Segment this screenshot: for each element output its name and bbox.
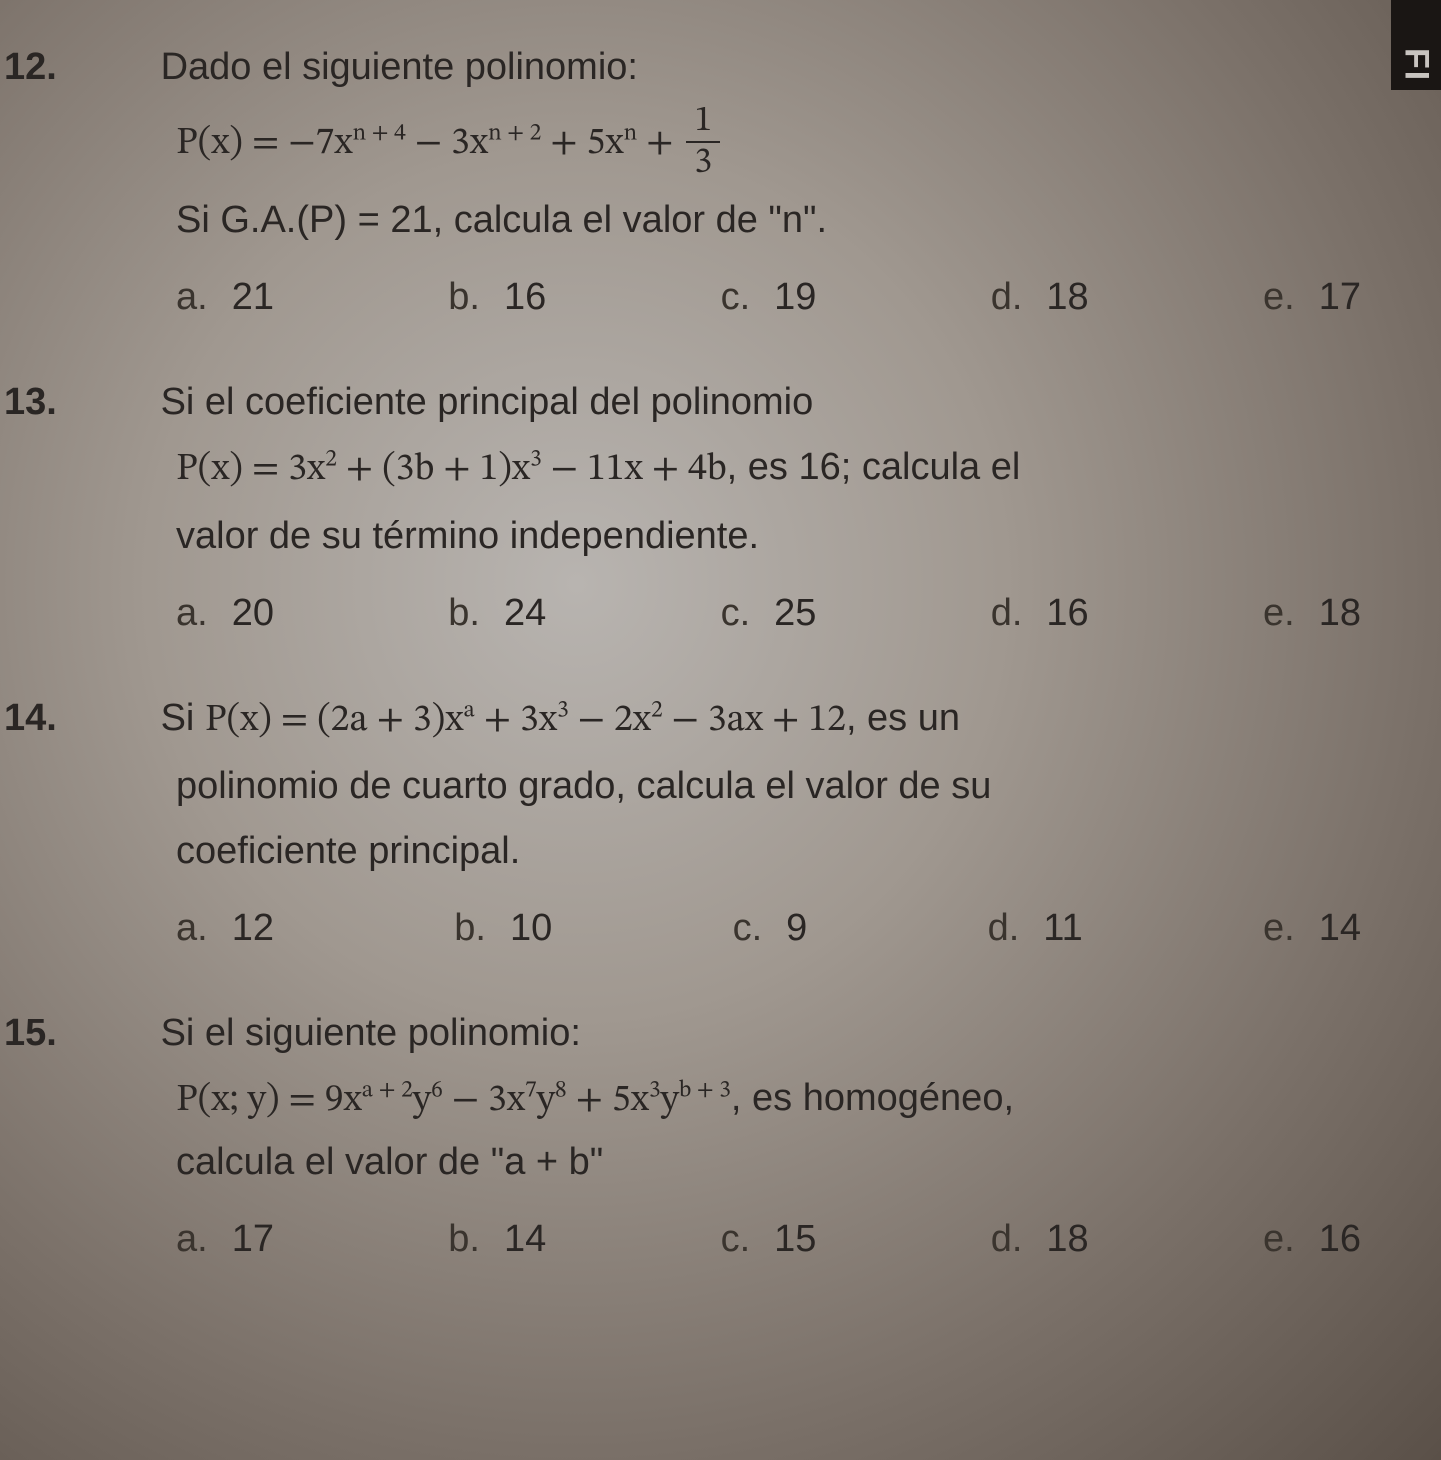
prompt-text: Si el coeficiente principal del polinomi… (161, 381, 814, 423)
option-e[interactable]: e.18 (1263, 592, 1361, 635)
option-b[interactable]: b.16 (448, 276, 546, 319)
polynomial-formula: P(x) = (2a + 3)xa + 3x3 − 2x2 − 3ax + 12 (205, 702, 846, 740)
problem-prompt: 12. Dado el siguiente polinomio: (90, 40, 1391, 95)
problem-12: 12. Dado el siguiente polinomio: P(x) = … (90, 40, 1391, 319)
answer-options: a.21 b.16 c.19 d.18 e.17 (90, 276, 1391, 319)
prompt-suffix: , es un (846, 697, 960, 739)
question-number: 12. (90, 40, 150, 95)
option-b[interactable]: b.10 (454, 907, 552, 950)
problem-prompt: 14. Si P(x) = (2a + 3)xa + 3x3 − 2x2 − 3… (90, 691, 1391, 749)
option-a[interactable]: a.20 (176, 592, 274, 635)
option-e[interactable]: e.17 (1263, 276, 1361, 319)
option-c[interactable]: c.9 (733, 907, 808, 950)
answer-options: a.12 b.10 c.9 d.11 e.14 (90, 907, 1391, 950)
prompt-line-2: polinomio de cuarto grado, calcula el va… (90, 759, 1391, 814)
worksheet-page: FI 12. Dado el siguiente polinomio: P(x)… (0, 0, 1441, 1460)
option-e[interactable]: e.16 (1263, 1218, 1361, 1261)
question-number: 13. (90, 375, 150, 430)
answer-options: a.20 b.24 c.25 d.16 e.18 (90, 592, 1391, 635)
prompt-prefix: Si (161, 697, 205, 739)
option-d[interactable]: d.18 (991, 1218, 1089, 1261)
option-c[interactable]: c.19 (721, 276, 817, 319)
problem-15: 15. Si el siguiente polinomio: P(x; y) =… (90, 1006, 1391, 1261)
option-d[interactable]: d.11 (988, 907, 1083, 950)
question-number: 15. (90, 1006, 150, 1061)
polynomial-formula: P(x) = 3x2 + (3b + 1)x3 − 11x + 4b, es 1… (90, 440, 1391, 498)
problem-prompt: 15. Si el siguiente polinomio: (90, 1006, 1391, 1061)
page-edge-tab: FI (1391, 0, 1441, 90)
option-d[interactable]: d.16 (991, 592, 1089, 635)
option-a[interactable]: a.17 (176, 1218, 274, 1261)
problem-prompt: 13. Si el coeficiente principal del poli… (90, 375, 1391, 430)
option-c[interactable]: c.25 (721, 592, 817, 635)
prompt-continuation: calcula el valor de "a + b" (90, 1135, 1391, 1190)
question-number: 14. (90, 691, 150, 746)
option-d[interactable]: d.18 (991, 276, 1089, 319)
answer-options: a.17 b.14 c.15 d.18 e.16 (90, 1218, 1391, 1261)
option-e[interactable]: e.14 (1263, 907, 1361, 950)
problem-14: 14. Si P(x) = (2a + 3)xa + 3x3 − 2x2 − 3… (90, 691, 1391, 950)
option-b[interactable]: b.14 (448, 1218, 546, 1261)
polynomial-formula: P(x) = −7xn + 4 − 3xn + 2 + 5xn + 13 (90, 105, 1391, 183)
option-c[interactable]: c.15 (721, 1218, 817, 1261)
prompt-continuation: Si G.A.(P) = 21, calcula el valor de "n"… (90, 193, 1391, 248)
prompt-continuation: valor de su término independiente. (90, 509, 1391, 564)
prompt-line-3: coeficiente principal. (90, 824, 1391, 879)
option-a[interactable]: a.21 (176, 276, 274, 319)
prompt-text: Dado el siguiente polinomio: (161, 46, 638, 88)
problem-13: 13. Si el coeficiente principal del poli… (90, 375, 1391, 634)
prompt-text: Si el siguiente polinomio: (161, 1012, 581, 1054)
option-a[interactable]: a.12 (176, 907, 274, 950)
polynomial-formula: P(x; y) = 9xa + 2y6 − 3x7y8 + 5x3yb + 3,… (90, 1071, 1391, 1129)
fraction: 13 (686, 103, 720, 181)
option-b[interactable]: b.24 (448, 592, 546, 635)
